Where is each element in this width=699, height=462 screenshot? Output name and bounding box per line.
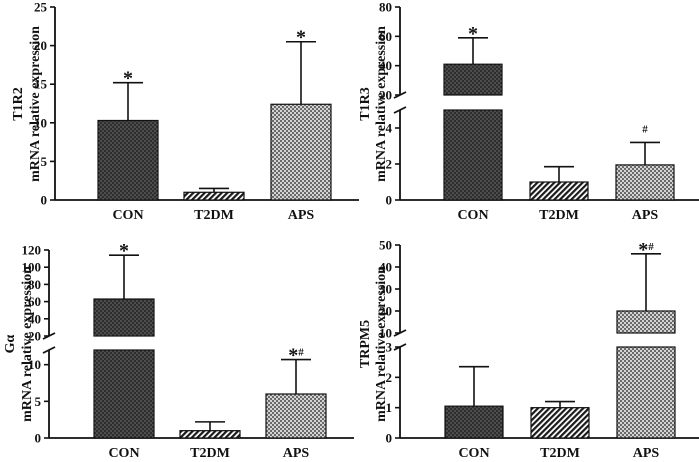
axis-break-mark: [393, 106, 407, 114]
x-category-label: APS: [288, 208, 315, 223]
bar: [529, 181, 589, 201]
x-category-label: T2DM: [539, 208, 579, 223]
x-category-label: T2DM: [190, 446, 230, 461]
y-tick-label: 50: [379, 238, 392, 253]
x-category-label: T2DM: [194, 208, 234, 223]
bar: [616, 346, 676, 439]
significance-marker: *#: [638, 239, 654, 261]
y-tick-label: 40: [379, 260, 392, 275]
y-axis-gene-label: T1R3: [358, 87, 373, 120]
x-category-label: APS: [632, 208, 659, 223]
y-tick-label: 3: [386, 340, 393, 355]
y-tick-label: 2: [386, 370, 393, 385]
y-tick-label: 25: [34, 0, 48, 15]
bar: [444, 405, 504, 439]
bar: [93, 349, 155, 439]
y-tick-label: 10: [34, 115, 47, 130]
y-tick-label: 20: [379, 88, 392, 103]
y-tick-label: 20: [28, 329, 41, 344]
y-tick-label: 40: [28, 311, 41, 326]
y-tick-label: 15: [34, 77, 48, 92]
significance-marker: #: [642, 123, 648, 135]
y-tick-label: 20: [34, 38, 47, 53]
significance-marker: *: [468, 23, 478, 45]
x-category-label: APS: [633, 446, 660, 461]
bar: [183, 191, 245, 201]
y-tick-label: 0: [386, 193, 393, 208]
y-tick-label: 20: [379, 304, 392, 319]
y-tick-label: 80: [379, 0, 392, 15]
y-axis-gene-label: Gα: [3, 334, 18, 353]
y-axis-gene-label: TRPM5: [358, 320, 373, 368]
y-tick-label: 120: [22, 243, 42, 258]
y-tick-label: 2: [386, 157, 393, 172]
y-axis-label: mRNA relative expression: [374, 266, 389, 422]
bar: [443, 109, 503, 201]
y-tick-label: 1: [386, 400, 393, 415]
y-tick-label: 0: [35, 431, 42, 446]
significance-marker: *: [296, 27, 306, 49]
y-axis-gene-label: T1R2: [11, 87, 26, 120]
significance-marker: *#: [288, 345, 304, 367]
bar: [265, 393, 327, 439]
bar: [93, 298, 155, 337]
y-tick-label: 100: [22, 260, 42, 275]
bar: [270, 103, 332, 201]
y-tick-label: 0: [41, 193, 48, 208]
y-tick-label: 60: [379, 29, 392, 44]
y-axis-label: mRNA relative expression: [20, 266, 35, 422]
x-category-label: CON: [108, 446, 139, 461]
bar: [616, 310, 676, 334]
y-tick-label: 80: [28, 277, 41, 292]
bar: [97, 119, 159, 201]
y-tick-label: 5: [41, 154, 48, 169]
bar: [530, 407, 590, 439]
bar: [443, 63, 503, 96]
panel-galpha: Gα mRNA relative expression: [3, 266, 35, 422]
y-tick-label: 4: [386, 121, 393, 136]
y-axis-label: mRNA relative expression: [28, 26, 43, 182]
y-tick-label: 40: [379, 58, 392, 73]
y-tick-label: 60: [28, 294, 41, 309]
panel-t1r2: T1R2 mRNA relative expression: [11, 26, 43, 182]
bar: [179, 430, 241, 439]
y-axis-label: mRNA relative expression: [374, 26, 389, 182]
x-category-label: APS: [283, 446, 310, 461]
significance-marker: *: [123, 68, 133, 90]
y-tick-label: 10: [28, 357, 41, 372]
x-category-label: CON: [458, 446, 489, 461]
axis-break-mark: [42, 346, 56, 354]
x-category-label: CON: [112, 208, 143, 223]
bar: [615, 164, 675, 201]
y-tick-label: 0: [386, 431, 393, 446]
y-tick-label: 10: [379, 326, 392, 341]
x-category-label: CON: [457, 208, 488, 223]
significance-marker: *: [119, 240, 129, 262]
x-category-label: T2DM: [540, 446, 580, 461]
panel-trpm5: TRPM5 mRNA relative expression: [358, 266, 389, 422]
panel-t1r3: T1R3 mRNA relative expression: [358, 26, 389, 182]
y-tick-label: 30: [379, 282, 392, 297]
y-tick-label: 5: [35, 394, 42, 409]
